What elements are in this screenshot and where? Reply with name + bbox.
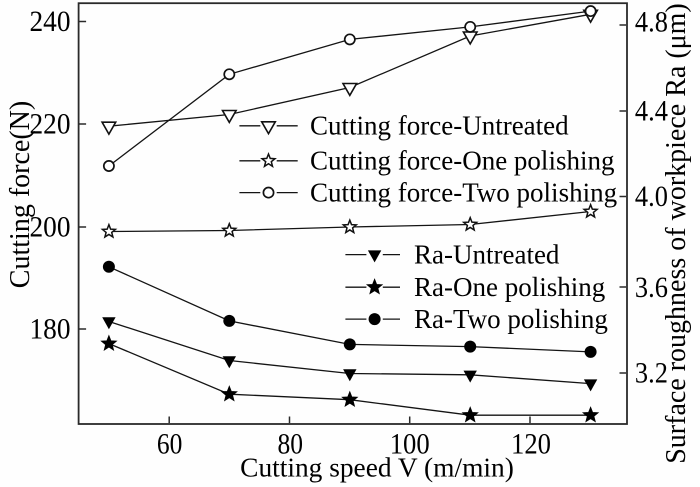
svg-text:80: 80 bbox=[277, 428, 303, 461]
svg-text:4.4: 4.4 bbox=[635, 95, 668, 128]
svg-text:Cutting force-Two polishing: Cutting force-Two polishing bbox=[310, 177, 617, 207]
svg-text:Ra-Two polishing: Ra-Two polishing bbox=[414, 304, 608, 334]
svg-text:4.0: 4.0 bbox=[635, 180, 668, 213]
svg-text:240: 240 bbox=[30, 5, 71, 38]
svg-text:60: 60 bbox=[157, 428, 183, 461]
svg-text:Cutting speed V (m/min): Cutting speed V (m/min) bbox=[240, 452, 514, 482]
svg-text:Ra-One polishing: Ra-One polishing bbox=[414, 272, 605, 302]
svg-text:120: 120 bbox=[511, 428, 551, 461]
svg-text:4.8: 4.8 bbox=[635, 5, 668, 38]
svg-text:180: 180 bbox=[30, 313, 71, 346]
svg-text:Ra-Untreated: Ra-Untreated bbox=[414, 239, 560, 269]
svg-text:Cutting force-One polishing: Cutting force-One polishing bbox=[310, 146, 614, 176]
svg-text:3.2: 3.2 bbox=[635, 357, 668, 390]
svg-text:220: 220 bbox=[30, 108, 71, 141]
svg-text:Cutting force(N): Cutting force(N) bbox=[5, 101, 36, 288]
svg-text:100: 100 bbox=[390, 428, 430, 461]
svg-text:200: 200 bbox=[30, 211, 71, 244]
svg-text:Cutting force-Untreated: Cutting force-Untreated bbox=[310, 111, 569, 141]
svg-text:3.6: 3.6 bbox=[635, 271, 668, 304]
svg-text:Surface roughness of workpiece: Surface roughness of workpiece Ra (μm) bbox=[661, 3, 692, 464]
